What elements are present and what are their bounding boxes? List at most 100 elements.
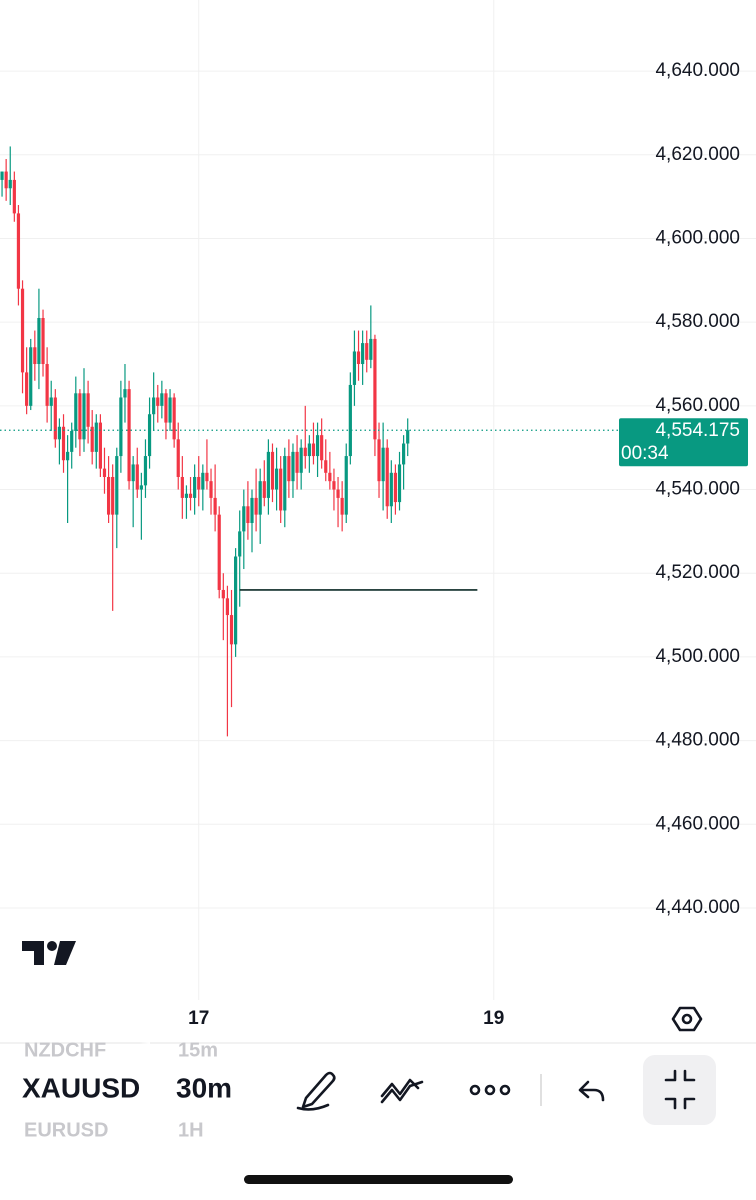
- candle-body: [381, 447, 385, 482]
- candle-body: [0, 171, 4, 180]
- y-tick-label: 4,480.000: [655, 730, 740, 751]
- candle-body: [53, 397, 57, 440]
- candle-body: [361, 343, 365, 365]
- symbol-option[interactable]: NZDCHF: [24, 1039, 106, 1061]
- candle-body: [303, 447, 307, 457]
- candle-body: [229, 615, 234, 645]
- candle-body: [37, 317, 41, 365]
- candle-body: [242, 506, 246, 532]
- candle-body: [143, 456, 148, 486]
- draw-button[interactable]: [296, 1071, 336, 1111]
- candle-body: [115, 456, 119, 515]
- candle-body: [82, 393, 86, 440]
- candle-body: [328, 472, 332, 482]
- y-tick-label: 4,540.000: [655, 479, 740, 500]
- candle-body: [254, 497, 258, 515]
- settings-button[interactable]: [671, 1006, 703, 1032]
- price-tag-label: 4,554.175: [655, 420, 740, 441]
- plot: [0, 146, 619, 737]
- candle-body: [295, 451, 299, 473]
- candle-body: [45, 364, 49, 406]
- candle-body: [397, 464, 402, 503]
- toolbar: NZDCHF XAUUSD EURUSD 15m 30m 1H: [22, 1035, 716, 1150]
- undo-button[interactable]: [578, 1080, 605, 1102]
- candle-body: [188, 493, 193, 498]
- candle-body: [12, 179, 16, 214]
- interval-option[interactable]: 15m: [178, 1039, 218, 1061]
- y-tick-label: 4,620.000: [655, 144, 740, 165]
- candle-body: [234, 556, 238, 645]
- candle-body: [164, 393, 168, 423]
- axis: 4,440.000 4,460.000 4,480.000 4,500.000 4,52…: [188, 60, 748, 1029]
- fullscreen-button[interactable]: [643, 1055, 716, 1125]
- grid: [0, 0, 756, 1000]
- candle-body: [197, 476, 201, 490]
- candle-body: [324, 460, 328, 473]
- candle-body: [217, 514, 221, 590]
- y-tick-label: 4,560.000: [655, 395, 740, 416]
- candle-body: [111, 476, 115, 515]
- x-tick-label: 19: [483, 1008, 504, 1029]
- candle-body: [238, 531, 242, 557]
- candle-body: [16, 213, 21, 289]
- candle-body: [29, 347, 33, 406]
- candle-body: [291, 451, 295, 482]
- candle-body: [94, 422, 98, 452]
- price-tag: [619, 418, 748, 467]
- candle-body: [373, 338, 377, 440]
- candle-body: [315, 435, 320, 457]
- candle-body: [57, 426, 62, 440]
- y-tick-label: 4,600.000: [655, 228, 740, 249]
- symbol-option[interactable]: EURUSD: [24, 1119, 108, 1141]
- candle-body: [213, 497, 217, 515]
- more-button[interactable]: [469, 1084, 511, 1096]
- candle-body: [98, 422, 102, 469]
- candle-body: [180, 476, 184, 498]
- candle-body: [393, 472, 398, 503]
- candle-body: [49, 397, 53, 406]
- candle-body: [66, 451, 70, 461]
- countdown-label: 00:34: [621, 443, 669, 464]
- candle-body: [340, 497, 344, 515]
- candle-body: [176, 439, 180, 477]
- candle-body: [299, 447, 303, 473]
- candle-body: [152, 397, 156, 415]
- candle-body: [287, 456, 291, 482]
- interval-option[interactable]: 1H: [178, 1119, 204, 1141]
- candle-body: [402, 443, 406, 465]
- y-tick-label: 4,520.000: [655, 562, 740, 583]
- candle-body: [320, 435, 324, 461]
- candle-body: [4, 171, 8, 189]
- y-tick-label: 4,440.000: [655, 897, 740, 918]
- candle-body: [33, 347, 37, 365]
- candle-body: [209, 481, 213, 498]
- candle-body: [8, 179, 12, 189]
- candle-body: [172, 397, 176, 440]
- candle-body: [102, 468, 107, 477]
- candle-body: [221, 589, 225, 599]
- candle-body: [258, 481, 262, 515]
- candle-body: [246, 506, 250, 524]
- candle-body: [225, 598, 230, 616]
- y-tick-label: 4,460.000: [655, 813, 740, 834]
- candle-body: [205, 472, 209, 482]
- candle-body: [270, 451, 275, 490]
- candle-body: [147, 414, 152, 457]
- candle-body: [184, 493, 189, 498]
- candle-body: [90, 426, 94, 452]
- candle-body: [61, 426, 66, 461]
- candle-body: [131, 464, 135, 482]
- candle-body: [283, 456, 287, 511]
- candle-body: [193, 476, 197, 498]
- candle-body: [344, 456, 348, 515]
- indicators-button[interactable]: [380, 1078, 424, 1104]
- candle-body: [274, 468, 279, 490]
- candle-body: [369, 338, 373, 360]
- candle-body: [41, 317, 45, 365]
- interval-selected[interactable]: 30m: [176, 1072, 232, 1103]
- candle-body: [135, 464, 139, 490]
- candle-body: [377, 439, 381, 482]
- candle-body: [168, 397, 172, 423]
